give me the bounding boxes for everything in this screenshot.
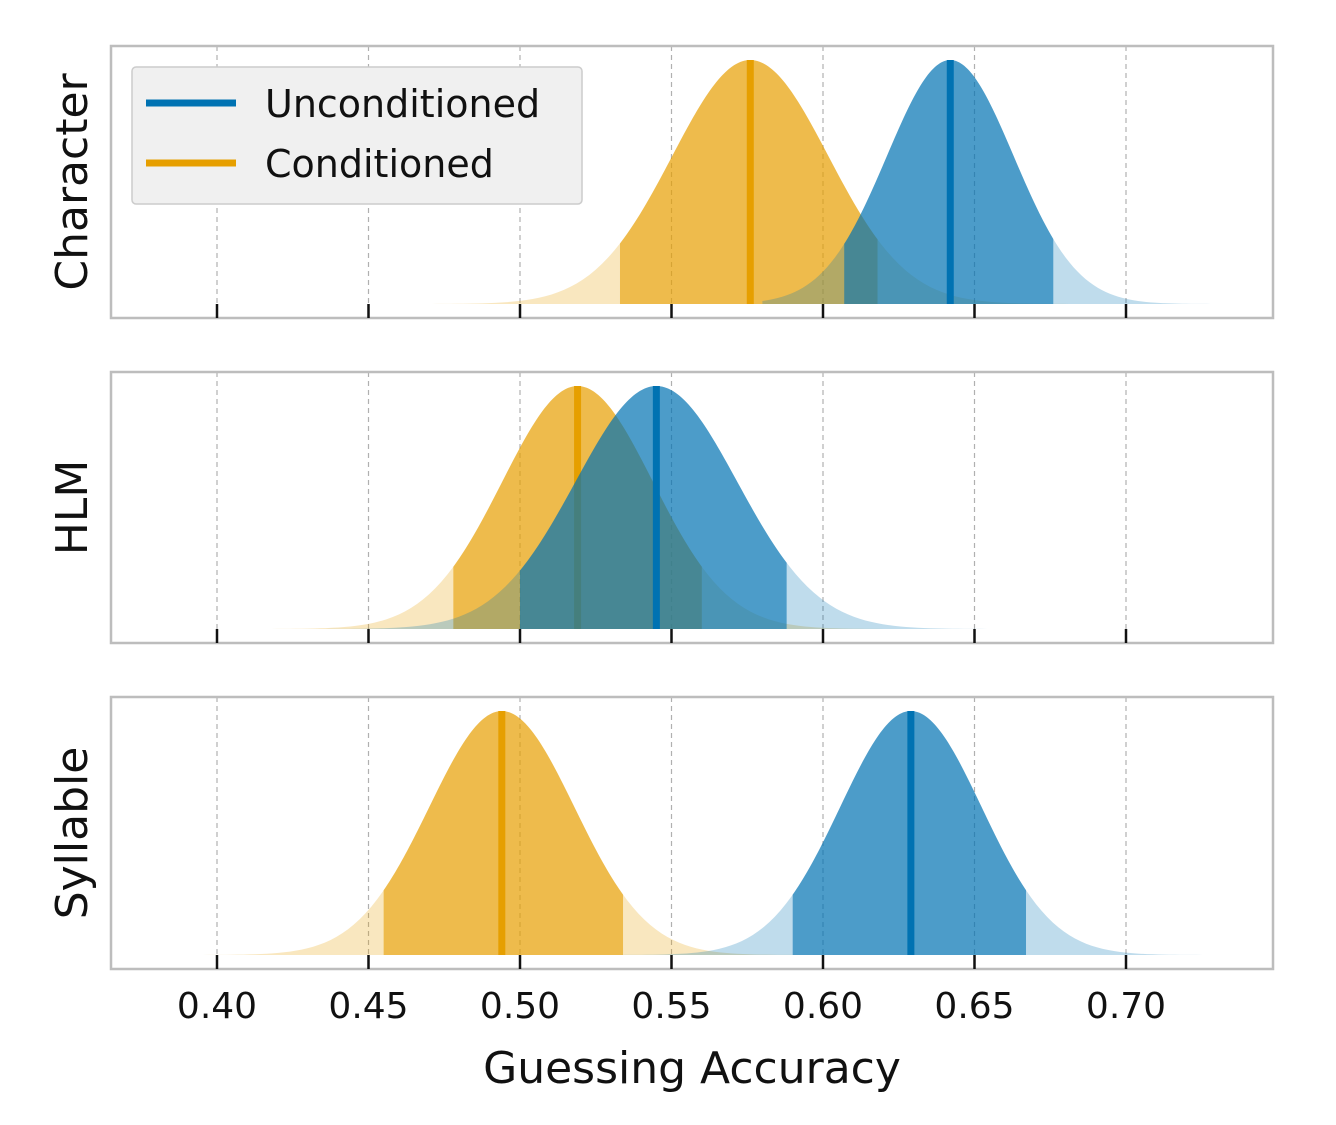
panel-hlm: HLM [47,370,1275,645]
density-unconditioned [580,711,1248,955]
panel-syllable: Syllable [47,695,1275,971]
legend-label-unconditioned: Unconditioned [265,82,540,126]
legend-label-conditioned: Conditioned [265,142,494,186]
x-tick-label: 0.70 [1086,986,1166,1027]
panels-layer: Character HLM Syllable [47,44,1275,971]
y-axis-label: Character [47,72,98,290]
plot-area [111,697,1273,969]
x-tick-label: 0.60 [783,986,863,1027]
panel-character: Character [47,44,1275,320]
x-tick-labels: 0.40 0.45 0.50 0.55 0.60 0.65 0.70 [177,986,1166,1027]
density-conditioned [368,60,1126,305]
x-tick-label: 0.45 [328,986,408,1027]
legend: Unconditioned Conditioned [131,66,583,205]
x-tick-label: 0.65 [934,986,1014,1027]
x-tick-label: 0.50 [480,986,560,1027]
y-axis-label: HLM [47,460,98,556]
legend-box [131,66,583,205]
density-unconditioned [762,60,1248,305]
density-conditioned [156,711,854,955]
plot-frame [109,44,1275,320]
plot-frame [109,695,1275,971]
y-axis-label: Syllable [47,747,98,920]
plot-frame [109,370,1275,645]
density-unconditioned [307,386,1005,629]
x-axis-label: Guessing Accuracy [483,1043,901,1094]
x-tick-label: 0.55 [631,986,711,1027]
x-tick-label: 0.40 [177,986,257,1027]
